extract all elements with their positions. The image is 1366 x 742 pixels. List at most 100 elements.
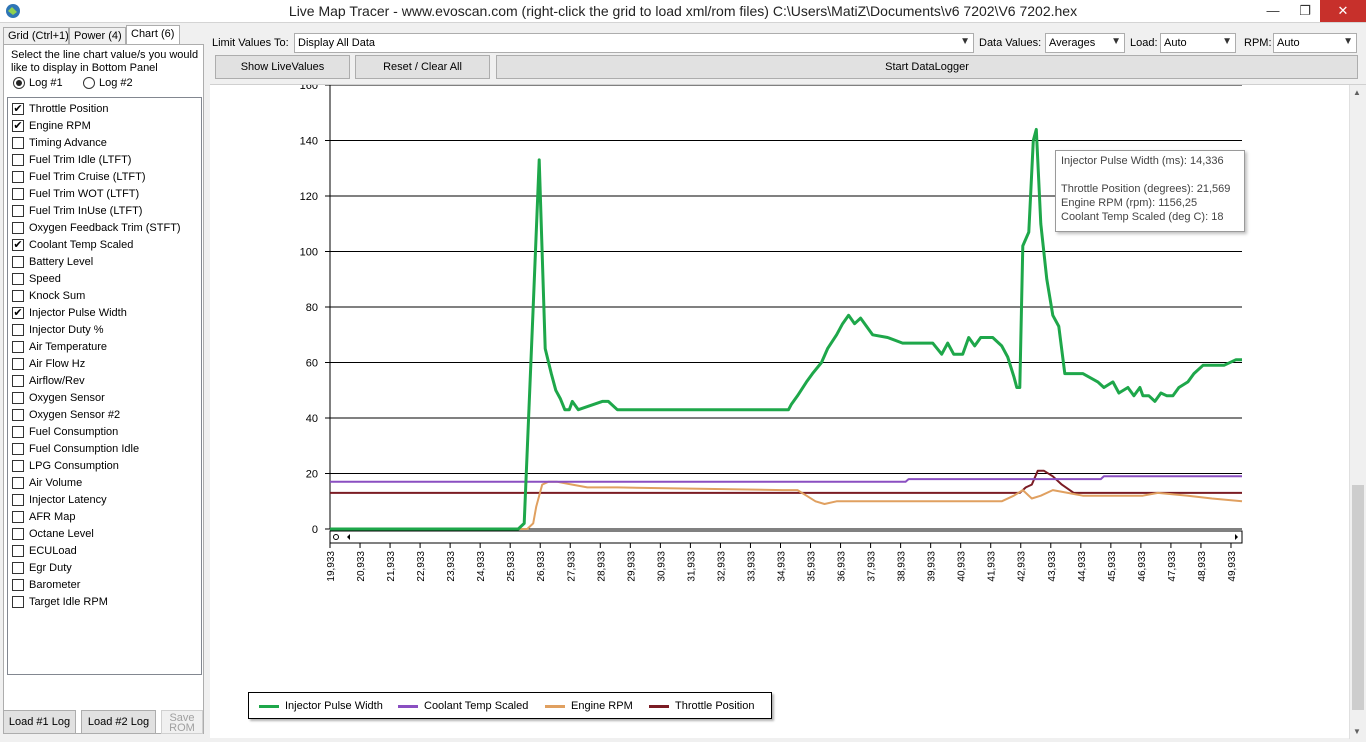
checkbox[interactable] (12, 205, 24, 217)
radio-log1[interactable]: Log #1 (13, 77, 63, 89)
vertical-scrollbar[interactable]: ▲ ▼ (1349, 85, 1366, 739)
checklist-item[interactable]: Injector Latency (12, 492, 107, 508)
checklist-item[interactable]: Timing Advance (12, 135, 107, 151)
checkbox[interactable] (12, 409, 24, 421)
load-log1-button[interactable]: Load #1 Log (3, 710, 76, 734)
checklist-item[interactable]: ECULoad (12, 543, 77, 559)
checklist-item[interactable]: Barometer (12, 577, 80, 593)
checklist-item[interactable]: Knock Sum (12, 288, 85, 304)
chart-area: 0 20 40 60 80 100 120 140 160 19,933 20,933 21,933 2… (210, 80, 1366, 739)
checklist-item[interactable]: AFR Map (12, 509, 75, 525)
checkbox[interactable] (12, 137, 24, 149)
reset-clear-all-button[interactable]: Reset / Clear All (355, 55, 490, 79)
load-log2-button[interactable]: Load #2 Log (81, 710, 156, 734)
checkbox[interactable] (12, 154, 24, 166)
checklist-item[interactable]: Battery Level (12, 254, 93, 270)
maximize-button[interactable]: ❐ (1299, 3, 1311, 18)
checklist-item[interactable]: ✔ Injector Pulse Width (12, 305, 127, 321)
checklist-item[interactable]: Target Idle RPM (12, 594, 108, 610)
checkbox[interactable] (12, 477, 24, 489)
radio-log2[interactable]: Log #2 (83, 77, 133, 89)
checkbox[interactable] (12, 426, 24, 438)
minimize-button[interactable]: — (1266, 3, 1280, 18)
checklist-item[interactable]: Air Volume (12, 475, 82, 491)
checklist-item[interactable]: Fuel Consumption (12, 424, 118, 440)
show-live-values-button[interactable]: Show LiveValues (215, 55, 350, 79)
tab-chart[interactable]: Chart (6) (126, 25, 180, 46)
checkbox[interactable] (12, 358, 24, 370)
checkbox[interactable] (12, 188, 24, 200)
scroll-down-icon[interactable]: ▼ (1353, 727, 1361, 736)
data-values-value: Averages (1049, 37, 1096, 49)
scrollbar-thumb[interactable] (1352, 485, 1364, 710)
legend-swatch (545, 704, 565, 708)
checklist-item[interactable]: Oxygen Sensor (12, 390, 105, 406)
checkbox[interactable]: ✔ (12, 239, 24, 251)
radio-log2-indicator[interactable] (83, 77, 95, 89)
rpm-select[interactable]: Auto ▼ (1273, 33, 1357, 53)
checklist-item[interactable]: LPG Consumption (12, 458, 119, 474)
close-button[interactable]: ✕ (1320, 0, 1366, 22)
checklist-item[interactable]: Fuel Trim InUse (LTFT) (12, 203, 142, 219)
checkbox[interactable] (12, 375, 24, 387)
checkbox[interactable] (12, 222, 24, 234)
checkbox[interactable] (12, 545, 24, 557)
scroll-left-icon[interactable] (347, 534, 350, 540)
checkbox[interactable] (12, 324, 24, 336)
checklist-item-label: Timing Advance (29, 137, 107, 149)
checklist-item[interactable]: Fuel Trim Idle (LTFT) (12, 152, 131, 168)
checklist-item[interactable]: ✔ Coolant Temp Scaled (12, 237, 133, 253)
checklist-item-label: Target Idle RPM (29, 596, 108, 608)
x-tick-label: 48,933 (1197, 551, 1208, 582)
tab-power[interactable]: Power (4) (69, 27, 126, 45)
zoom-reset-icon[interactable] (333, 534, 339, 540)
checkbox[interactable]: ✔ (12, 120, 24, 132)
checkbox[interactable] (12, 596, 24, 608)
checkbox[interactable] (12, 392, 24, 404)
x-tick-label: 38,933 (897, 551, 908, 582)
start-datalogger-button[interactable]: Start DataLogger (496, 55, 1358, 79)
checklist-item-label: Oxygen Sensor (29, 392, 105, 404)
checklist-item[interactable]: ✔ Throttle Position (12, 101, 108, 117)
legend-swatch (649, 704, 669, 708)
checkbox[interactable] (12, 494, 24, 506)
checklist-item-label: Throttle Position (29, 103, 109, 115)
checkbox[interactable]: ✔ (12, 103, 24, 115)
checklist-item-label: Fuel Trim Cruise (LTFT) (29, 171, 146, 183)
checkbox[interactable] (12, 256, 24, 268)
checklist-item[interactable]: Egr Duty (12, 560, 72, 576)
data-values-select[interactable]: Averages ▼ (1045, 33, 1125, 53)
checklist-item[interactable]: Fuel Consumption Idle (12, 441, 139, 457)
checkbox[interactable] (12, 562, 24, 574)
checklist-item[interactable]: Air Flow Hz (12, 356, 85, 372)
checkbox[interactable]: ✔ (12, 307, 24, 319)
checklist-item[interactable]: Airflow/Rev (12, 373, 85, 389)
checkbox[interactable] (12, 273, 24, 285)
checkbox[interactable] (12, 443, 24, 455)
checkbox[interactable] (12, 511, 24, 523)
checkbox[interactable] (12, 341, 24, 353)
checklist-item[interactable]: Fuel Trim Cruise (LTFT) (12, 169, 146, 185)
scroll-right-icon[interactable] (1235, 534, 1238, 540)
save-rom-button[interactable]: Save ROM (161, 710, 203, 734)
legend-item-throttle: Throttle Position (649, 700, 754, 712)
checklist-item[interactable]: Oxygen Sensor #2 (12, 407, 120, 423)
radio-log1-indicator[interactable] (13, 77, 25, 89)
checkbox[interactable] (12, 528, 24, 540)
checkbox[interactable] (12, 460, 24, 472)
checklist-item[interactable]: Oxygen Feedback Trim (STFT) (12, 220, 181, 236)
limit-values-select[interactable]: Display All Data ▼ (294, 33, 974, 53)
checkbox[interactable] (12, 290, 24, 302)
x-scroll-strip[interactable] (329, 530, 1243, 544)
checkbox[interactable] (12, 171, 24, 183)
scroll-up-icon[interactable]: ▲ (1353, 88, 1361, 97)
checkbox[interactable] (12, 579, 24, 591)
checklist-item[interactable]: Octane Level (12, 526, 94, 542)
tab-grid[interactable]: Grid (Ctrl+1) (3, 27, 69, 45)
checklist-item[interactable]: Fuel Trim WOT (LTFT) (12, 186, 139, 202)
checklist-item[interactable]: Air Temperature (12, 339, 107, 355)
load-select[interactable]: Auto ▼ (1160, 33, 1236, 53)
checklist-item[interactable]: ✔ Engine RPM (12, 118, 91, 134)
checklist-item[interactable]: Speed (12, 271, 61, 287)
checklist-item[interactable]: Injector Duty % (12, 322, 104, 338)
